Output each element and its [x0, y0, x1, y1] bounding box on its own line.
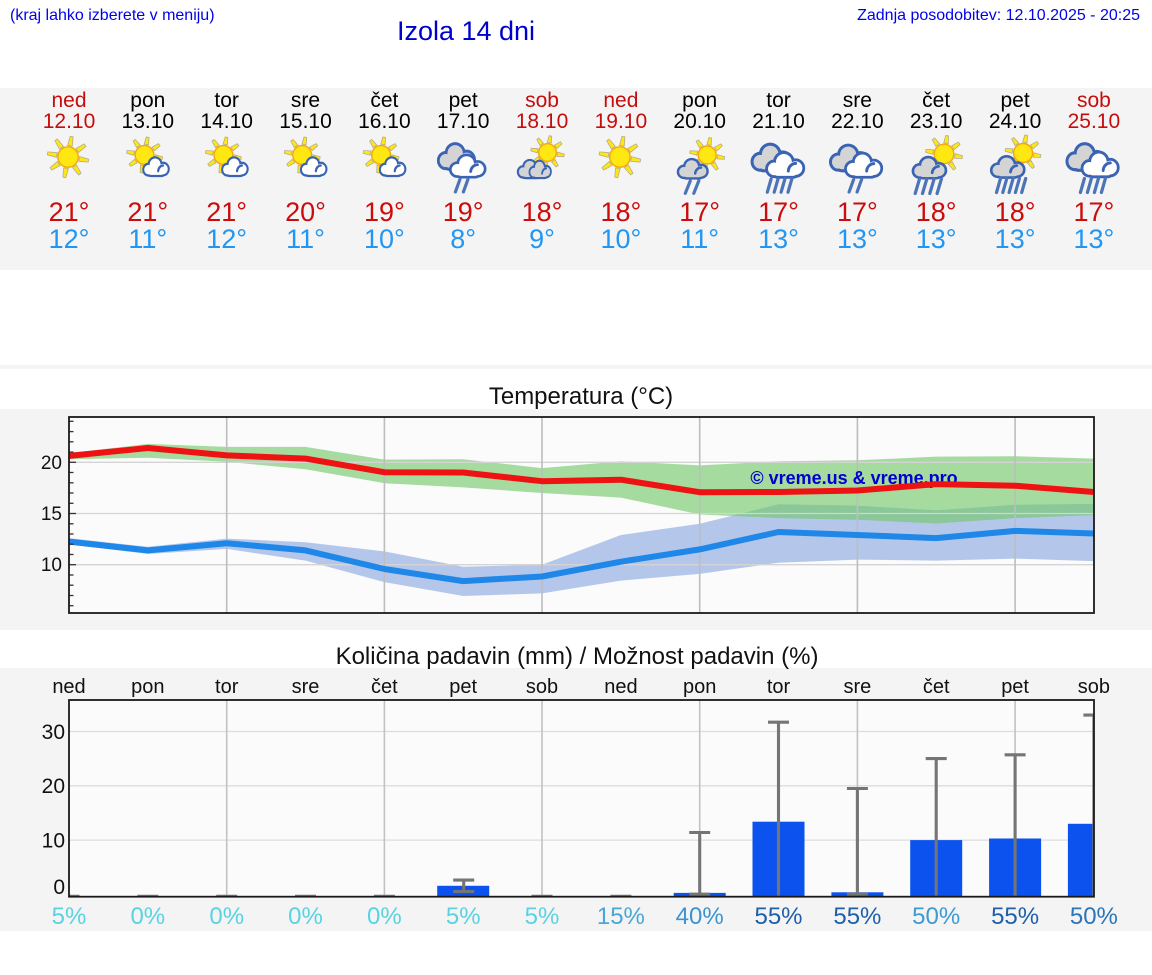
svg-text:20: 20 — [41, 453, 62, 474]
svg-text:15: 15 — [41, 504, 62, 525]
svg-text:20: 20 — [42, 775, 65, 798]
svg-text:© vreme.us & vreme.pro: © vreme.us & vreme.pro — [750, 468, 957, 488]
svg-text:0: 0 — [53, 876, 65, 899]
svg-text:10: 10 — [41, 555, 62, 576]
svg-text:10: 10 — [42, 829, 65, 852]
svg-text:30: 30 — [42, 721, 65, 744]
